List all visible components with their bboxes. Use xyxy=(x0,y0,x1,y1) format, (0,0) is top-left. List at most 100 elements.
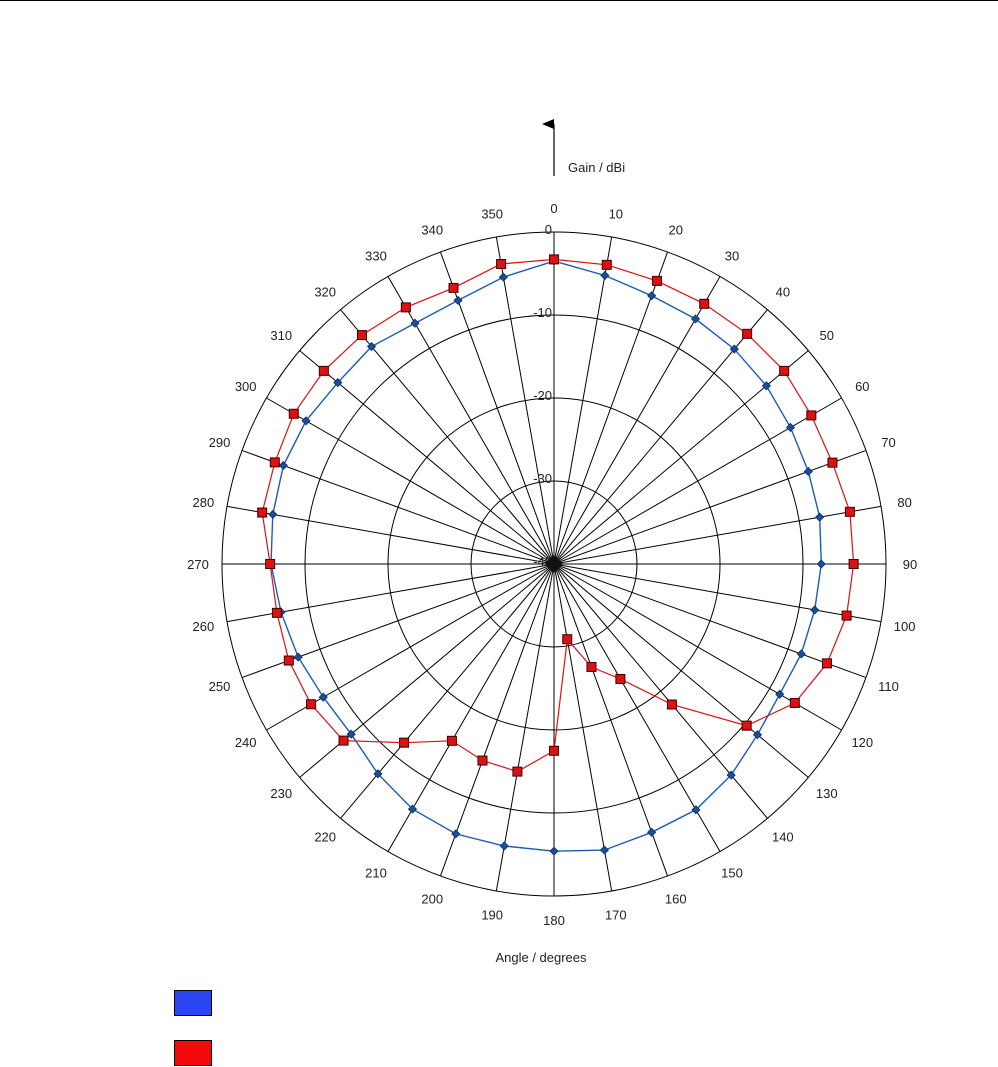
angle-tick-label: 310 xyxy=(270,328,292,343)
angle-tick-label: 100 xyxy=(894,619,916,634)
series-1-point xyxy=(399,737,410,748)
series-1-point xyxy=(283,655,294,666)
series-0-point xyxy=(268,509,278,519)
angle-tick-label: 50 xyxy=(819,328,833,343)
spoke-50 xyxy=(553,350,809,565)
series-1-point xyxy=(741,720,752,731)
series-0-point xyxy=(453,295,463,305)
radial-tick-label: -20 xyxy=(533,388,552,403)
series-0-point xyxy=(499,841,509,851)
series-1-point xyxy=(827,457,838,468)
spoke-70 xyxy=(553,449,867,565)
angle-tick-label: 140 xyxy=(772,830,794,845)
angle-tick-label: 210 xyxy=(365,865,387,880)
angle-tick-label: 340 xyxy=(421,222,443,237)
series-0-point xyxy=(373,769,383,779)
spoke-340 xyxy=(439,251,555,565)
series-0-point xyxy=(761,381,771,391)
series-0-point xyxy=(729,344,739,354)
radial-axis-title: Gain / dBi xyxy=(568,160,625,175)
angle-tick-label: 290 xyxy=(209,435,231,450)
angle-tick-label: 80 xyxy=(897,495,911,510)
series-0-point xyxy=(775,689,785,699)
angle-tick-label: 40 xyxy=(776,284,790,299)
series-0-point xyxy=(278,460,288,471)
series-1-point xyxy=(477,755,488,766)
series-1-point xyxy=(742,328,753,339)
series-0-point xyxy=(451,829,461,839)
angle-tick-label: 300 xyxy=(235,379,257,394)
series-1-point xyxy=(601,259,612,270)
radial-tick-label: -30 xyxy=(533,471,552,486)
angle-tick-label: 250 xyxy=(209,679,231,694)
series-0-point xyxy=(785,422,796,433)
series-1-point xyxy=(265,559,276,569)
series-0-point xyxy=(407,804,418,814)
angle-tick-label: 30 xyxy=(725,249,739,264)
angle-tick-label: 200 xyxy=(421,892,443,907)
angle-tick-label: 20 xyxy=(669,222,683,237)
top-rule xyxy=(0,0,998,1)
series-1-point xyxy=(652,275,663,286)
angle-tick-label: 0 xyxy=(550,201,557,216)
series-1-point xyxy=(306,699,317,710)
angle-tick-label: 350 xyxy=(481,206,503,221)
series-1-point xyxy=(666,699,677,710)
spoke-220 xyxy=(340,563,555,819)
series-1-point xyxy=(844,506,855,517)
axis-titles: Gain / dBi Angle / degrees xyxy=(495,119,625,965)
angle-tick-labels: 0 10 20 30 40 50 60 70 80 90 100 110 120 130 140 150 160… xyxy=(187,201,917,928)
spoke-310 xyxy=(299,350,555,565)
series-0-point xyxy=(599,845,610,855)
spoke-130 xyxy=(553,563,809,778)
series-0-point xyxy=(647,291,657,301)
series-1-point xyxy=(549,745,559,756)
series-1-point xyxy=(257,507,268,518)
spoke-280 xyxy=(226,505,555,565)
series-1-point xyxy=(848,559,859,569)
series-0-point xyxy=(498,272,508,282)
series-0-point xyxy=(366,341,377,352)
series-1-point xyxy=(821,658,832,669)
angle-tick-label: 190 xyxy=(481,908,503,923)
spoke-250 xyxy=(241,563,555,679)
angle-tick-label: 60 xyxy=(855,379,869,394)
angle-tick-label: 120 xyxy=(851,735,873,750)
spoke-350 xyxy=(495,236,555,565)
angle-tick-label: 260 xyxy=(193,619,215,634)
series-1-point xyxy=(448,282,459,293)
angle-tick-label: 280 xyxy=(193,495,215,510)
angle-tick-label: 160 xyxy=(665,892,687,907)
series-1-point xyxy=(271,607,282,618)
series-1-point xyxy=(338,735,349,746)
series-1-point xyxy=(806,410,817,421)
series-1-point xyxy=(586,661,597,672)
angle-tick-label: 230 xyxy=(270,786,292,801)
spoke-10 xyxy=(553,236,613,565)
angle-tick-label: 320 xyxy=(314,284,336,299)
series-1-point xyxy=(318,365,329,376)
angular-axis-title: Angle / degrees xyxy=(495,950,587,965)
series-0-point xyxy=(752,730,763,740)
spoke-40 xyxy=(553,309,768,565)
series-0-point xyxy=(318,692,328,702)
polar-grid xyxy=(221,231,887,897)
angle-tick-label: 70 xyxy=(881,435,895,450)
series-0-point xyxy=(810,605,820,615)
series-1-point xyxy=(512,766,523,777)
series-0-point xyxy=(410,318,420,328)
angle-tick-label: 170 xyxy=(605,908,627,923)
series-0-point xyxy=(815,512,825,522)
spoke-190 xyxy=(495,563,555,892)
spoke-320 xyxy=(340,309,555,565)
series-0-point xyxy=(647,827,657,837)
radial-tick-label: 0 xyxy=(545,222,552,237)
series-1-point xyxy=(269,457,280,468)
series-layer xyxy=(257,254,859,856)
spoke-140 xyxy=(553,563,768,819)
legend-swatch-red xyxy=(174,1040,212,1066)
series-1-point xyxy=(841,610,852,621)
spoke-210 xyxy=(387,563,555,852)
spoke-100 xyxy=(553,563,882,623)
spoke-170 xyxy=(553,563,613,892)
